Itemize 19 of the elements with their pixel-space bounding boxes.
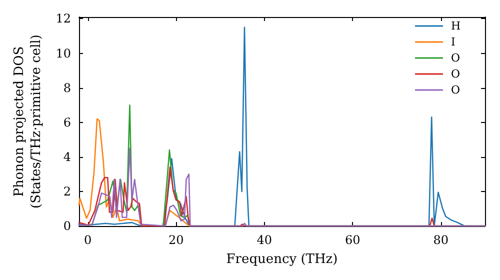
y-tick-label: 10 <box>56 46 71 60</box>
x-tick-label: 80 <box>433 233 449 247</box>
legend-label: I <box>451 36 456 48</box>
legend-label: O <box>451 52 460 64</box>
x-tick-label: 60 <box>344 233 360 247</box>
y-tick-label: 2 <box>63 184 71 198</box>
x-axis-title: Frequency (THz) <box>226 252 338 267</box>
y-tick-label: 0 <box>63 219 71 233</box>
x-tick-label: 20 <box>168 233 184 247</box>
y-tick-label: 4 <box>63 150 72 164</box>
legend-label: O <box>451 84 460 96</box>
x-tick-label: 0 <box>84 233 92 247</box>
legend-label: O <box>451 68 460 80</box>
legend-label: H <box>451 20 461 32</box>
y-axis-title: Phonon projected DOS (States/THz·primitive cell) <box>12 34 44 209</box>
y-tick-label: 6 <box>63 115 71 130</box>
x-tick-label: 40 <box>256 233 272 247</box>
y-tick-label: 12 <box>56 12 71 26</box>
y-tick-label: 8 <box>63 80 71 95</box>
